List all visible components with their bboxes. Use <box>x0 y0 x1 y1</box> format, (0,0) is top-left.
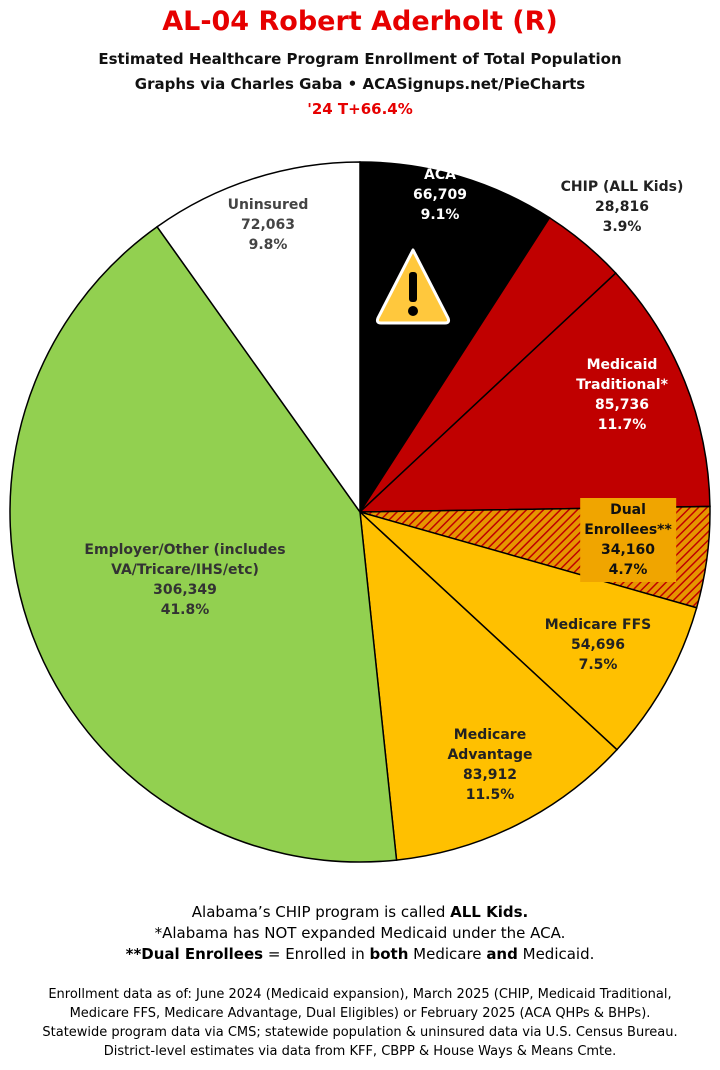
value-label: 83,912 <box>462 767 518 783</box>
pie-slice <box>358 272 711 513</box>
percent-label: 41.8% <box>160 602 210 618</box>
percent-label: 9.8% <box>248 237 288 253</box>
slice-label: Medicare Advantage 83,912 11.5% <box>435 725 545 805</box>
subtitle: Estimated Healthcare Program Enrollment … <box>98 50 622 68</box>
pie-slice <box>9 225 398 863</box>
percent-label: 4.7% <box>608 562 648 578</box>
value-label: 66,709 <box>412 187 468 203</box>
value-label: 34,160 <box>600 542 656 558</box>
note-line: Alabama’s CHIP program is called ALL Kid… <box>0 902 720 923</box>
subtitle: '24 T+66.4% <box>307 100 413 118</box>
source-line: District-level estimates via data from K… <box>103 1044 617 1059</box>
category-label: Medicaid Traditional* <box>576 357 668 393</box>
source-line: Medicare FFS, Medicare Advantage, Dual E… <box>69 1006 651 1021</box>
note-text: **Dual Enrollees <box>125 945 264 963</box>
percent-label: 11.7% <box>597 417 647 433</box>
category-label: CHIP (ALL Kids) <box>560 179 684 195</box>
slice-label: CHIP (ALL Kids) 28,816 3.9% <box>552 177 692 237</box>
warning-icon <box>375 248 451 325</box>
chart-title: AL-04 Robert Aderholt (R) <box>162 6 558 37</box>
source-line: Enrollment data as of: June 2024 (Medica… <box>48 987 672 1002</box>
percent-label: 11.5% <box>465 787 515 803</box>
category-label: Uninsured <box>227 197 309 213</box>
slice-label: Uninsured 72,063 9.8% <box>218 195 318 255</box>
note-text: ALL Kids. <box>450 903 529 921</box>
value-label: 85,736 <box>594 397 650 413</box>
note-text: *Alabama has NOT expanded Medicaid under… <box>154 924 566 942</box>
category-label: Employer/Other (includes VA/Tricare/IHS/… <box>84 542 286 578</box>
category-label: Dual Enrollees** <box>584 502 672 538</box>
source-line: Statewide program data via CMS; statewid… <box>42 1025 678 1040</box>
value-label: 28,816 <box>594 199 650 215</box>
percent-label: 7.5% <box>578 657 618 673</box>
value-label: 306,349 <box>153 582 217 598</box>
slice-label: Employer/Other (includes VA/Tricare/IHS/… <box>55 540 315 620</box>
note-text: Medicaid. <box>517 945 595 963</box>
subtitle: Graphs via Charles Gaba • ACASignups.net… <box>134 75 586 93</box>
note-text: Alabama’s CHIP program is called <box>191 903 451 921</box>
note-text: = Enrolled in <box>263 945 370 963</box>
sources: Enrollment data as of: June 2024 (Medica… <box>0 985 720 1061</box>
note-text: and <box>486 945 518 963</box>
pie-slice <box>359 161 551 515</box>
value-label: 72,063 <box>240 217 296 233</box>
category-label: ACA <box>424 167 456 183</box>
pie-slice <box>156 161 361 515</box>
slice-label: Medicaid Traditional* 85,736 11.7% <box>567 355 677 435</box>
notes: Alabama’s CHIP program is called ALL Kid… <box>0 902 720 965</box>
note-line: **Dual Enrollees = Enrolled in both Medi… <box>0 944 720 965</box>
pie-slice <box>359 511 698 751</box>
category-label: Medicare FFS <box>544 617 652 633</box>
note-text: Medicare <box>408 945 487 963</box>
category-label: Medicare Advantage <box>447 727 533 763</box>
value-label: 54,696 <box>570 637 626 653</box>
pie-slice <box>359 510 619 861</box>
slice-label: Dual Enrollees** 34,160 4.7% <box>580 498 676 582</box>
note-text: both <box>369 945 409 963</box>
percent-label: 3.9% <box>602 219 642 235</box>
percent-label: 9.1% <box>420 207 460 223</box>
note-line: *Alabama has NOT expanded Medicaid under… <box>0 923 720 944</box>
slice-label: ACA 66,709 9.1% <box>400 165 480 225</box>
slice-label: Medicare FFS 54,696 7.5% <box>528 615 668 675</box>
